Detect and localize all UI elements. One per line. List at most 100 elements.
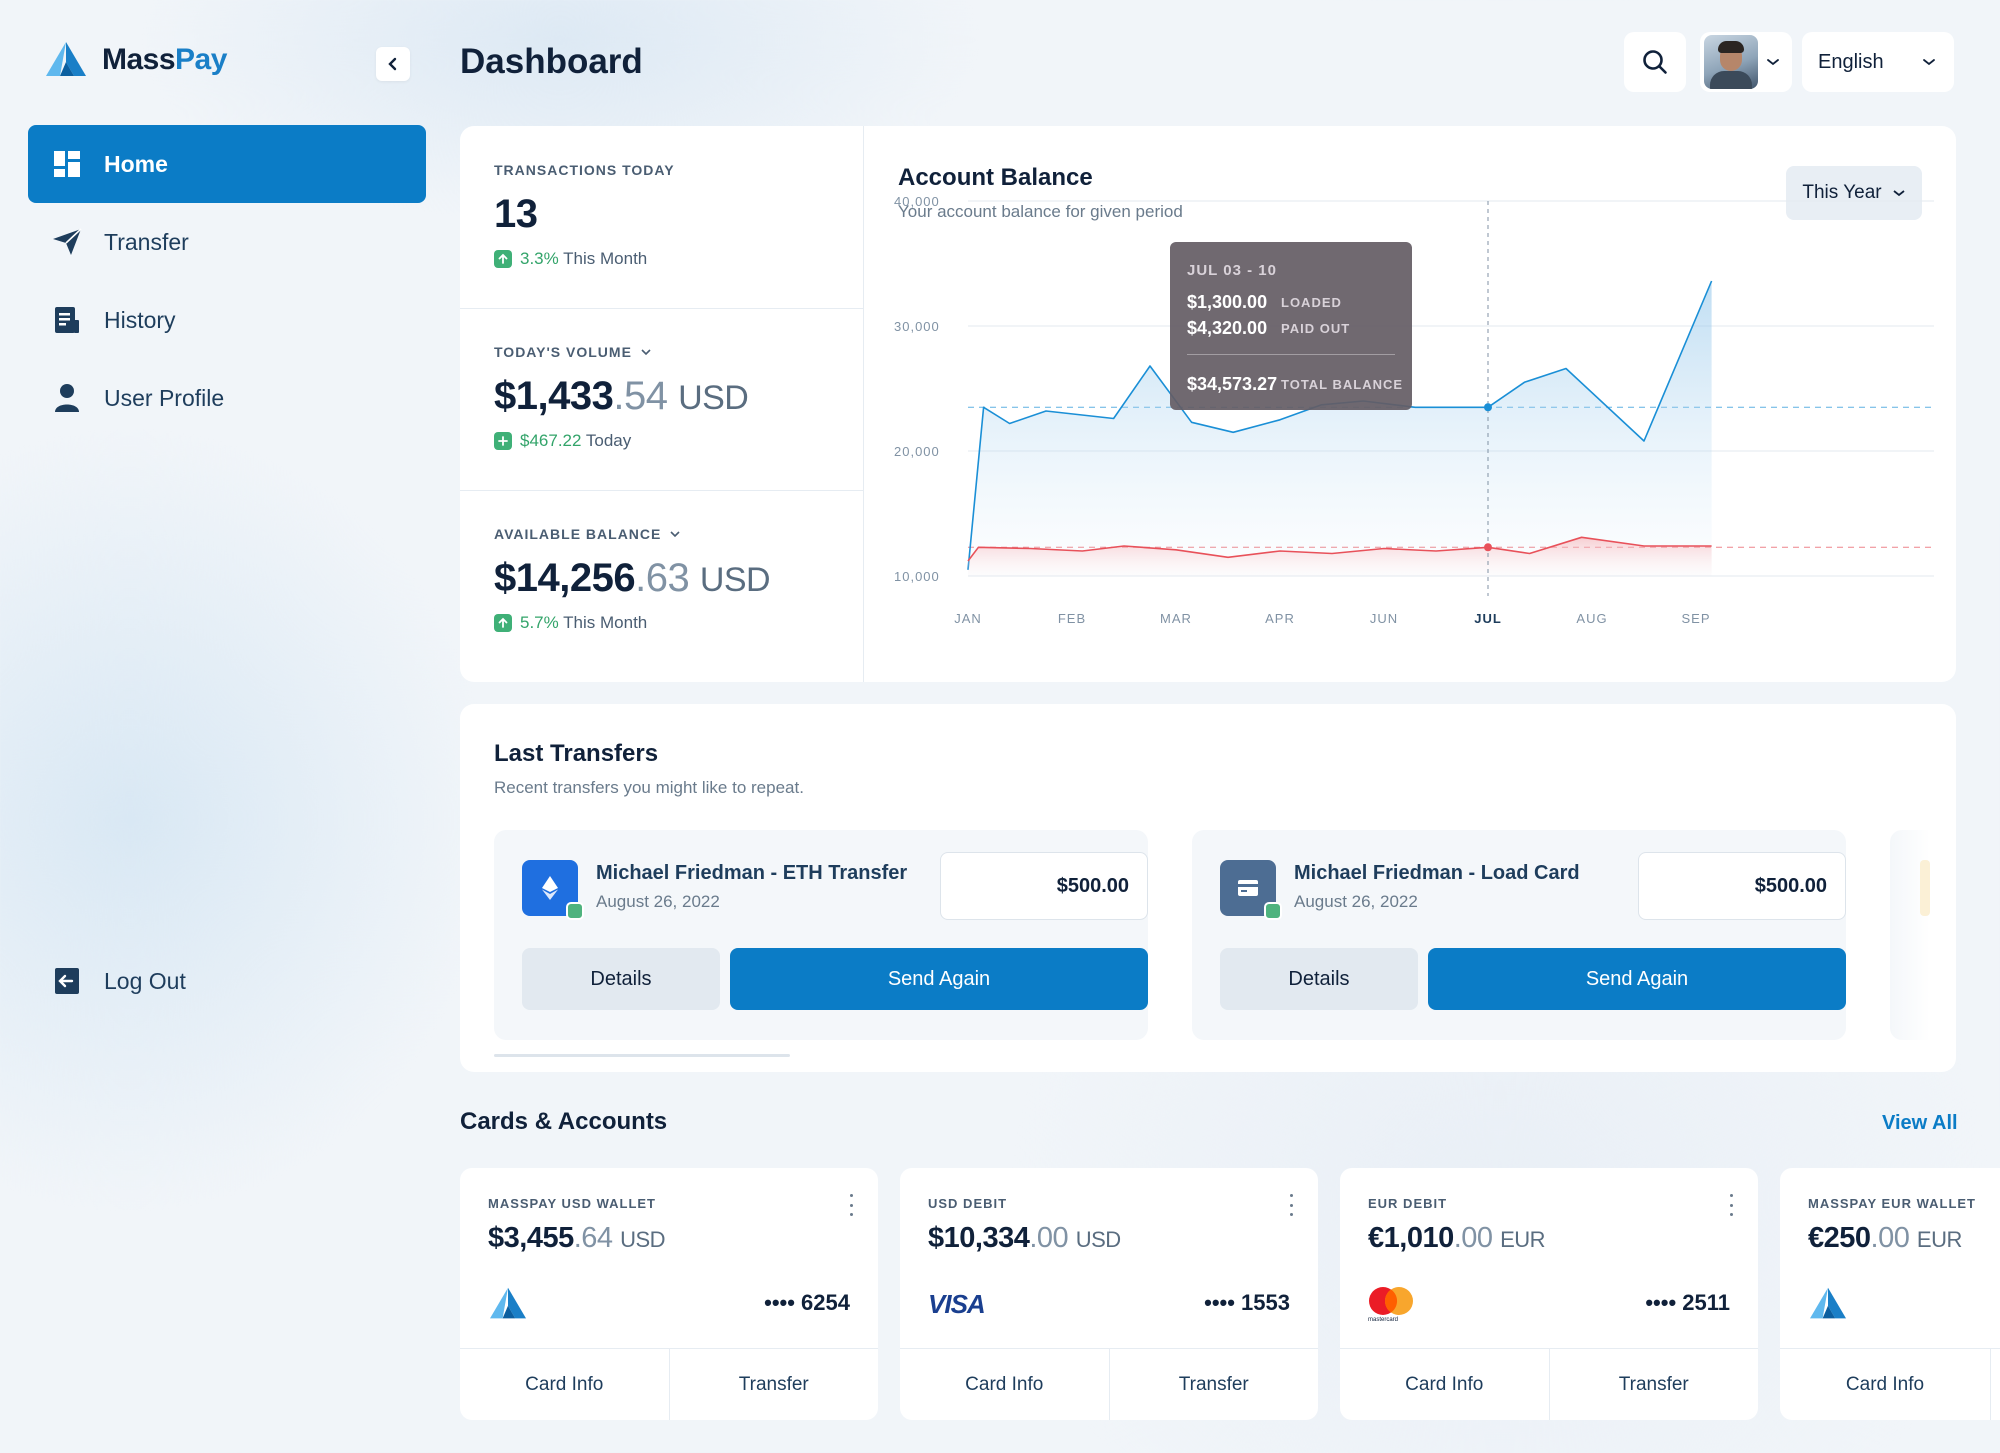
account-actions: Card Info	[1780, 1348, 2000, 1420]
mastercard-logo: mastercard	[1368, 1284, 1414, 1324]
sidebar-item-label: History	[104, 306, 176, 333]
y-tick-label: 30,000	[894, 319, 940, 334]
transfer-button[interactable]	[1990, 1349, 2000, 1420]
stat-available-balance: AVAILABLE BALANCE $14,256.63 USD 5.7% Th…	[460, 526, 864, 633]
x-tick-label: SEP	[1681, 611, 1710, 626]
y-tick-label: 20,000	[894, 444, 940, 459]
stat-change: 3.3% This Month	[494, 249, 864, 269]
account-label: MASSPAY USD WALLET	[488, 1196, 657, 1211]
chart-plot[interactable]: 40,000 30,000 20,000 10,000 JAN FEB MAR APR JUN J…	[864, 126, 1956, 682]
horizontal-scrollbar[interactable]	[494, 1054, 790, 1057]
card-number: •••• 1553	[1204, 1290, 1290, 1315]
sidebar-item-history[interactable]: History	[28, 281, 426, 359]
card-number: •••• 6254	[764, 1290, 850, 1315]
page-title: Dashboard	[460, 42, 643, 81]
sidebar-item-label: Transfer	[104, 228, 189, 255]
x-tick-label: APR	[1265, 611, 1295, 626]
x-tick-label: JUN	[1370, 611, 1398, 626]
transfer-name: Michael Friedman - ETH Transfer	[596, 862, 908, 884]
series-area	[968, 281, 1712, 576]
transfer-button[interactable]: Transfer	[668, 1349, 879, 1420]
sidebar-item-home[interactable]: Home	[28, 125, 426, 203]
language-value: English	[1818, 50, 1884, 73]
transfer-amount-field[interactable]: $500.00	[1638, 852, 1846, 920]
sidebar-item-transfer[interactable]: Transfer	[28, 203, 426, 281]
transfer-amount-field[interactable]: $500.00	[940, 852, 1148, 920]
search-button[interactable]	[1624, 32, 1686, 92]
sidebar-nav: Home Transfer History User Profile	[28, 125, 426, 437]
transfer-button[interactable]: Transfer	[1108, 1349, 1319, 1420]
account-card: MASSPAY USD WALLET $3,455.64 USD •••• 62…	[460, 1168, 878, 1420]
account-card: USD DEBIT $10,334.00 USD VISA •••• 1553 …	[900, 1168, 1318, 1420]
logout-section: Log Out	[28, 942, 426, 1020]
x-tick-label: JAN	[954, 611, 982, 626]
app-name: MassPay	[102, 43, 227, 76]
arrow-up-icon	[494, 614, 512, 632]
period-value: This Year	[1802, 182, 1882, 203]
card-info-button[interactable]: Card Info	[965, 1373, 1044, 1395]
period-dropdown[interactable]: This Year	[1786, 166, 1922, 220]
x-tick-label: JUL	[1474, 611, 1502, 626]
series-area	[968, 537, 1712, 576]
more-options-icon[interactable]	[1728, 1194, 1734, 1216]
card-info-button[interactable]: Card Info	[1405, 1373, 1484, 1395]
sidebar-item-user-profile[interactable]: User Profile	[28, 359, 426, 437]
hover-marker-dot	[1484, 403, 1492, 412]
app-logo[interactable]: MassPay	[44, 40, 227, 80]
chevron-left-icon	[388, 57, 397, 71]
y-tick-label: 10,000	[894, 569, 940, 584]
series-line	[967, 536, 1712, 562]
collapse-sidebar-button[interactable]	[376, 47, 410, 81]
stat-label[interactable]: AVAILABLE BALANCE	[494, 526, 864, 542]
details-button[interactable]: Details	[522, 948, 720, 1010]
x-tick-label: AUG	[1576, 611, 1607, 626]
stat-transactions-today: TRANSACTIONS TODAY 13 3.3% This Month	[460, 162, 864, 269]
user-menu-button[interactable]	[1700, 32, 1792, 92]
tooltip-total-value: $34,573.27	[1187, 374, 1278, 394]
transfer-item: Michael Friedman - ETH Transfer August 2…	[494, 830, 1148, 1040]
more-options-icon[interactable]	[848, 1194, 854, 1216]
visa-logo: VISA	[928, 1288, 986, 1319]
send-again-button[interactable]: Send Again	[1428, 948, 1846, 1010]
tooltip-loaded-label: LOADED	[1281, 295, 1342, 310]
transfer-button[interactable]: Transfer	[1548, 1349, 1759, 1420]
sidebar-item-label: User Profile	[104, 384, 225, 411]
chart-tooltip: JUL 03 - 10 $1,300.00 LOADED $4,320.00 P…	[1170, 242, 1412, 410]
transfer-date: August 26, 2022	[596, 892, 720, 911]
account-label: EUR DEBIT	[1368, 1196, 1448, 1211]
arrow-up-icon	[494, 250, 512, 268]
avatar	[1704, 35, 1758, 89]
y-tick-label: 40,000	[894, 194, 940, 209]
transfer-item-peek-icon	[1920, 860, 1930, 916]
account-balance: $3,455.64 USD	[488, 1222, 666, 1254]
chevron-down-icon	[670, 531, 680, 538]
send-again-button[interactable]: Send Again	[730, 948, 1148, 1010]
card-number: •••• 2511	[1645, 1290, 1730, 1315]
card-info-button[interactable]: Card Info	[525, 1373, 604, 1395]
plus-icon	[494, 432, 512, 450]
x-tick-label: MAR	[1160, 611, 1192, 626]
last-transfers-card: Last Transfers Recent transfers you migh…	[460, 704, 1956, 1072]
account-actions: Card Info Transfer	[1340, 1348, 1758, 1420]
stat-label[interactable]: TODAY'S VOLUME	[494, 344, 864, 360]
logout-label: Log Out	[104, 967, 186, 994]
user-icon	[52, 383, 82, 413]
card-info-button[interactable]: Card Info	[1845, 1373, 1925, 1395]
section-title: Last Transfers	[494, 740, 659, 767]
details-button[interactable]: Details	[1220, 948, 1418, 1010]
transfer-item: Michael Friedman - Load Card August 26, …	[1192, 830, 1846, 1040]
status-badge	[566, 902, 584, 920]
view-all-link[interactable]: View All	[1882, 1112, 1958, 1134]
more-options-icon[interactable]	[1288, 1194, 1294, 1216]
account-card: EUR DEBIT €1,010.00 EUR mastercard •••• …	[1340, 1168, 1758, 1420]
tooltip-range: JUL 03 - 10	[1187, 262, 1277, 279]
sidebar-item-label: Home	[104, 150, 168, 177]
masspay-logo	[488, 1284, 528, 1324]
tooltip-loaded-value: $1,300.00	[1187, 292, 1268, 312]
account-balance: €1,010.00 EUR	[1368, 1222, 1546, 1254]
language-selector[interactable]: English	[1802, 32, 1954, 92]
chart-title: Account Balance	[898, 164, 1093, 191]
section-title: Cards & Accounts	[460, 1108, 668, 1135]
stat-change: $467.22 Today	[494, 431, 864, 451]
logout-button[interactable]: Log Out	[28, 942, 426, 1020]
